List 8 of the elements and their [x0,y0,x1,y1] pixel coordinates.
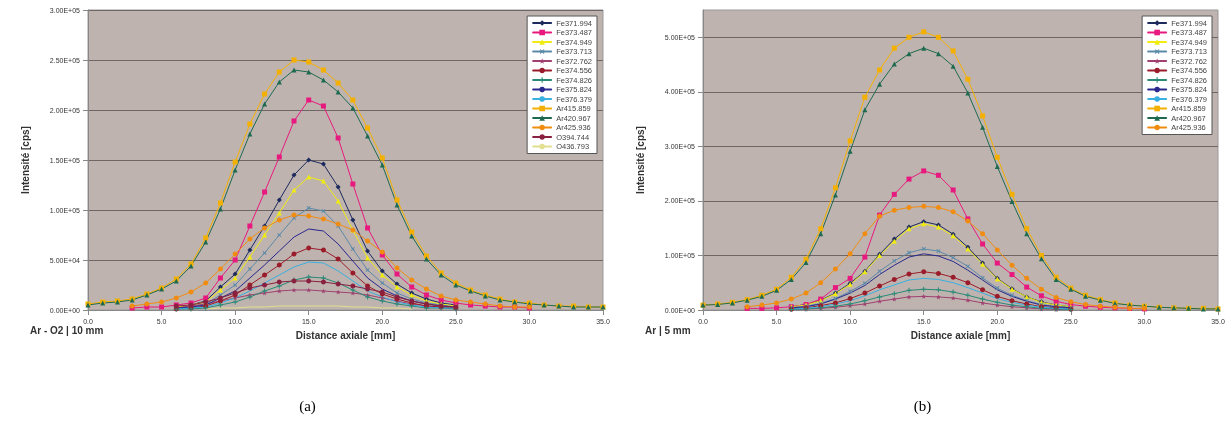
text: (a) [299,397,316,415]
y-axis-title: Intensité [cps] [19,126,31,194]
y-axis-title: Intensité [cps] [634,126,646,194]
x-axis-title: Distance axiale [mm] [295,329,396,341]
text: Ar - O2 | 10 mm [30,324,104,336]
x-axis-title: Distance axiale [mm] [910,329,1011,341]
text: (b) [913,397,932,415]
text: Ar | 5 mm [645,324,691,336]
